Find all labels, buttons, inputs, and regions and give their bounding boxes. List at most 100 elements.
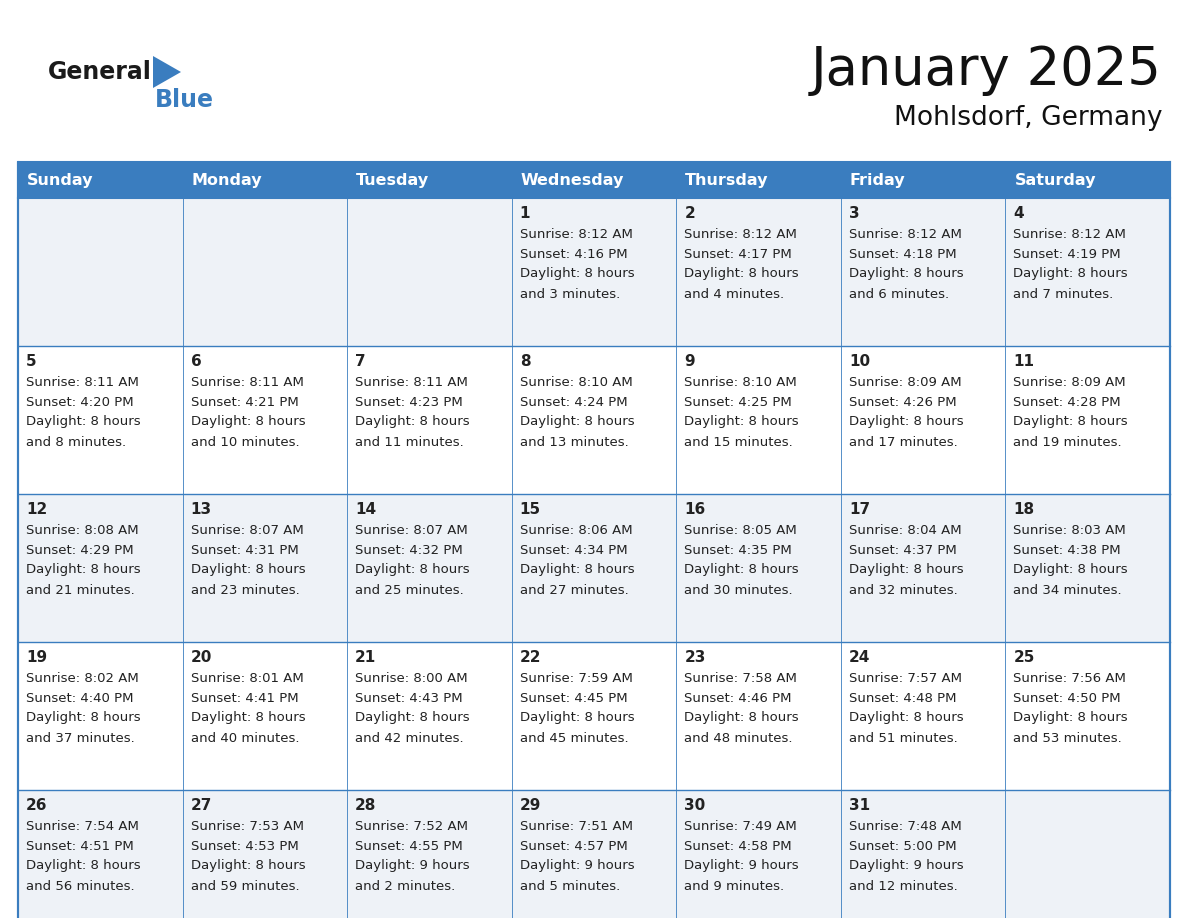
Text: Daylight: 8 hours: Daylight: 8 hours [849, 416, 963, 429]
Bar [347, 346, 512, 494]
Text: Sunset: 4:18 PM: Sunset: 4:18 PM [849, 248, 956, 261]
Text: 23: 23 [684, 651, 706, 666]
Text: and 25 minutes.: and 25 minutes. [355, 584, 463, 597]
Text: Daylight: 8 hours: Daylight: 8 hours [519, 416, 634, 429]
Text: 5: 5 [26, 354, 37, 370]
Text: General: General [48, 60, 152, 84]
Bar [183, 642, 347, 790]
Text: 11: 11 [1013, 354, 1035, 370]
Text: Daylight: 8 hours: Daylight: 8 hours [190, 859, 305, 872]
Text: Daylight: 8 hours: Daylight: 8 hours [1013, 711, 1129, 724]
Bar [1005, 494, 1170, 642]
Text: and 8 minutes.: and 8 minutes. [26, 435, 126, 449]
Text: Sunset: 4:45 PM: Sunset: 4:45 PM [519, 691, 627, 704]
Bar [512, 162, 676, 198]
Text: 13: 13 [190, 502, 211, 518]
Text: Sunset: 4:28 PM: Sunset: 4:28 PM [1013, 396, 1121, 409]
Text: and 48 minutes.: and 48 minutes. [684, 732, 792, 744]
Text: Sunset: 4:46 PM: Sunset: 4:46 PM [684, 691, 791, 704]
Bar [512, 198, 676, 346]
Text: Daylight: 8 hours: Daylight: 8 hours [684, 564, 798, 577]
Bar [676, 198, 841, 346]
Bar [512, 346, 676, 494]
Bar [18, 162, 183, 198]
Text: Tuesday: Tuesday [356, 173, 429, 187]
Text: Sunset: 4:34 PM: Sunset: 4:34 PM [519, 543, 627, 556]
Text: 16: 16 [684, 502, 706, 518]
Text: Sunset: 4:21 PM: Sunset: 4:21 PM [190, 396, 298, 409]
Text: Sunrise: 7:54 AM: Sunrise: 7:54 AM [26, 820, 139, 833]
Text: Daylight: 8 hours: Daylight: 8 hours [1013, 267, 1129, 281]
Text: 15: 15 [519, 502, 541, 518]
Text: Sunset: 4:25 PM: Sunset: 4:25 PM [684, 396, 792, 409]
Text: Sunset: 4:57 PM: Sunset: 4:57 PM [519, 839, 627, 853]
Text: 20: 20 [190, 651, 211, 666]
Text: Sunset: 4:19 PM: Sunset: 4:19 PM [1013, 248, 1121, 261]
Text: Daylight: 8 hours: Daylight: 8 hours [355, 416, 469, 429]
Text: Monday: Monday [191, 173, 263, 187]
Text: Sunset: 4:38 PM: Sunset: 4:38 PM [1013, 543, 1121, 556]
Text: Sunday: Sunday [27, 173, 94, 187]
Text: and 5 minutes.: and 5 minutes. [519, 879, 620, 892]
Text: Sunrise: 8:07 AM: Sunrise: 8:07 AM [190, 523, 303, 536]
Text: and 15 minutes.: and 15 minutes. [684, 435, 794, 449]
Text: 22: 22 [519, 651, 542, 666]
Text: 17: 17 [849, 502, 870, 518]
Text: 31: 31 [849, 799, 870, 813]
Text: Sunset: 4:32 PM: Sunset: 4:32 PM [355, 543, 463, 556]
Bar [676, 346, 841, 494]
Text: Sunset: 4:43 PM: Sunset: 4:43 PM [355, 691, 463, 704]
Text: and 7 minutes.: and 7 minutes. [1013, 287, 1113, 300]
Bar [1005, 346, 1170, 494]
Text: 7: 7 [355, 354, 366, 370]
Text: 19: 19 [26, 651, 48, 666]
Text: and 11 minutes.: and 11 minutes. [355, 435, 463, 449]
Text: Daylight: 8 hours: Daylight: 8 hours [190, 711, 305, 724]
Text: Sunrise: 8:11 AM: Sunrise: 8:11 AM [355, 375, 468, 388]
Text: and 59 minutes.: and 59 minutes. [190, 879, 299, 892]
Text: January 2025: January 2025 [811, 44, 1162, 96]
Bar [347, 642, 512, 790]
Text: Sunset: 4:40 PM: Sunset: 4:40 PM [26, 691, 133, 704]
Bar [183, 162, 347, 198]
Text: Daylight: 8 hours: Daylight: 8 hours [26, 711, 140, 724]
Text: Sunrise: 8:10 AM: Sunrise: 8:10 AM [684, 375, 797, 388]
Text: Saturday: Saturday [1015, 173, 1095, 187]
Text: and 23 minutes.: and 23 minutes. [190, 584, 299, 597]
Bar [1005, 198, 1170, 346]
Text: and 51 minutes.: and 51 minutes. [849, 732, 958, 744]
Bar [18, 494, 183, 642]
Text: Daylight: 8 hours: Daylight: 8 hours [519, 711, 634, 724]
Text: Daylight: 8 hours: Daylight: 8 hours [355, 711, 469, 724]
Text: Sunset: 4:16 PM: Sunset: 4:16 PM [519, 248, 627, 261]
Text: and 30 minutes.: and 30 minutes. [684, 584, 792, 597]
Text: Sunrise: 8:03 AM: Sunrise: 8:03 AM [1013, 523, 1126, 536]
Bar [183, 790, 347, 918]
Text: 27: 27 [190, 799, 211, 813]
Text: and 40 minutes.: and 40 minutes. [190, 732, 299, 744]
Text: Sunrise: 7:52 AM: Sunrise: 7:52 AM [355, 820, 468, 833]
Bar [1005, 790, 1170, 918]
Text: and 56 minutes.: and 56 minutes. [26, 879, 134, 892]
Text: and 27 minutes.: and 27 minutes. [519, 584, 628, 597]
Text: Daylight: 8 hours: Daylight: 8 hours [26, 859, 140, 872]
Text: Sunset: 4:48 PM: Sunset: 4:48 PM [849, 691, 956, 704]
Text: Sunset: 4:20 PM: Sunset: 4:20 PM [26, 396, 133, 409]
Polygon shape [153, 56, 181, 88]
Text: 25: 25 [1013, 651, 1035, 666]
Text: 28: 28 [355, 799, 377, 813]
Text: and 37 minutes.: and 37 minutes. [26, 732, 134, 744]
Text: 6: 6 [190, 354, 201, 370]
Text: 14: 14 [355, 502, 377, 518]
Text: Daylight: 9 hours: Daylight: 9 hours [519, 859, 634, 872]
Bar [676, 790, 841, 918]
Text: 30: 30 [684, 799, 706, 813]
Text: 3: 3 [849, 207, 859, 221]
Text: Friday: Friday [849, 173, 905, 187]
Text: and 2 minutes.: and 2 minutes. [355, 879, 455, 892]
Bar [183, 346, 347, 494]
Text: Sunrise: 8:11 AM: Sunrise: 8:11 AM [26, 375, 139, 388]
Text: 10: 10 [849, 354, 870, 370]
Text: and 42 minutes.: and 42 minutes. [355, 732, 463, 744]
Text: Sunset: 4:31 PM: Sunset: 4:31 PM [190, 543, 298, 556]
